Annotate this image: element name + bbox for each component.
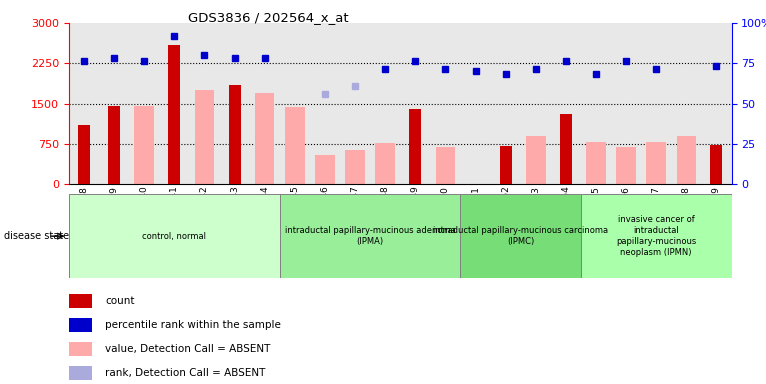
Text: intraductal papillary-mucinous adenoma
(IPMA): intraductal papillary-mucinous adenoma (… (285, 226, 456, 246)
Text: count: count (106, 296, 135, 306)
Bar (375, 143, 395, 184)
Text: disease state: disease state (4, 231, 69, 241)
Text: percentile rank within the sample: percentile rank within the sample (106, 320, 281, 330)
Bar (345, 150, 365, 184)
Text: GDS3836 / 202564_x_at: GDS3836 / 202564_x_at (188, 12, 349, 25)
Text: invasive cancer of
intraductal
papillary-mucinous
neoplasm (IPMN): invasive cancer of intraductal papillary… (616, 215, 696, 257)
Text: control, normal: control, normal (142, 232, 206, 241)
Bar (169, 45, 180, 184)
Bar (460, 194, 581, 278)
Bar (617, 147, 636, 184)
Bar (560, 114, 572, 184)
Bar (108, 106, 120, 184)
Bar (436, 147, 455, 184)
Text: value, Detection Call = ABSENT: value, Detection Call = ABSENT (106, 344, 270, 354)
Bar (676, 136, 696, 184)
Bar (255, 93, 274, 184)
Bar (710, 144, 722, 184)
Bar (409, 109, 421, 184)
Bar (228, 85, 241, 184)
Bar (135, 106, 154, 184)
Bar (647, 142, 666, 184)
Bar (499, 146, 512, 184)
Bar (195, 90, 214, 184)
Bar (285, 108, 305, 184)
Bar (69, 366, 92, 381)
Bar (69, 342, 92, 356)
Bar (526, 136, 545, 184)
Text: rank, Detection Call = ABSENT: rank, Detection Call = ABSENT (106, 368, 266, 378)
Bar (69, 194, 280, 278)
Bar (280, 194, 460, 278)
Bar (69, 294, 92, 308)
Bar (69, 318, 92, 333)
Bar (315, 155, 335, 184)
Bar (586, 142, 606, 184)
Bar (78, 125, 90, 184)
Bar (581, 194, 732, 278)
Text: intraductal papillary-mucinous carcinoma
(IPMC): intraductal papillary-mucinous carcinoma… (433, 226, 608, 246)
